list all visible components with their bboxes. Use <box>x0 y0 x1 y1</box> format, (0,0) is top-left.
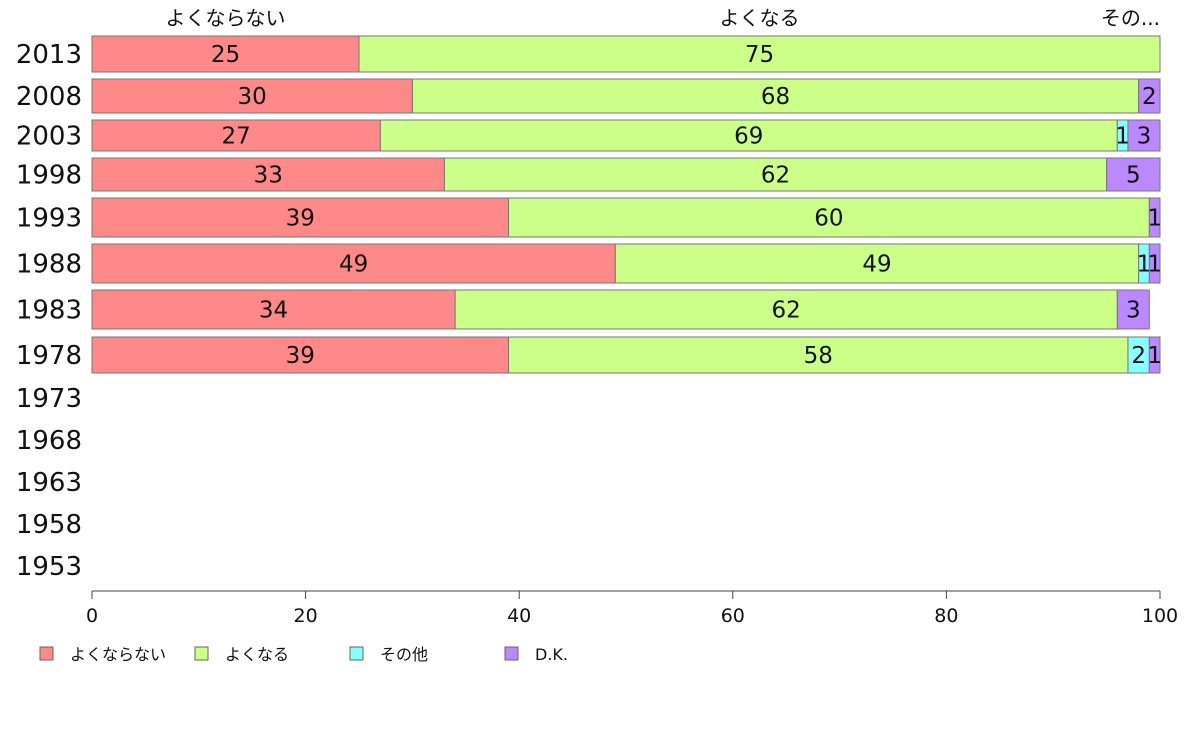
data-label: 39 <box>286 343 315 369</box>
bar-segment <box>91 289 456 330</box>
legend-swatch <box>349 646 364 661</box>
bar-segment <box>454 289 1118 330</box>
data-label: 62 <box>761 163 790 189</box>
year-labels: 2013 2008 2003 1998 1993 1988 1983 1978 1973 1968… <box>16 40 82 582</box>
x-tick-label: 40 <box>507 605 531 627</box>
x-tick-label: 60 <box>721 605 745 627</box>
data-label: 25 <box>211 42 240 68</box>
data-label: 69 <box>734 124 763 150</box>
year-label: 2003 <box>16 122 82 152</box>
data-label: 68 <box>761 84 790 110</box>
year-label: 1988 <box>16 250 82 280</box>
data-label: 1 <box>1115 124 1130 150</box>
bar-segment <box>1148 243 1161 284</box>
bar-segment <box>508 197 1150 238</box>
data-label: 1 <box>1147 252 1162 278</box>
legend-swatch <box>39 646 54 661</box>
bar-segment <box>358 35 1161 73</box>
data-label: 3 <box>1137 124 1152 150</box>
data-label: 2 <box>1142 84 1157 110</box>
bar-segment <box>1138 78 1161 114</box>
data-label: 2 <box>1131 343 1146 369</box>
x-tick-label: 80 <box>934 605 958 627</box>
bar-segment <box>379 119 1118 152</box>
data-label: 30 <box>238 84 267 110</box>
bar-segment <box>1116 289 1150 330</box>
year-label: 2008 <box>16 82 82 112</box>
x-tick-label: 20 <box>294 605 318 627</box>
x-tick-label: 100 <box>1142 605 1178 627</box>
bar-segment <box>91 35 360 73</box>
bar-segment <box>91 243 616 284</box>
bar-segment <box>1148 197 1161 238</box>
data-label: 5 <box>1126 163 1141 189</box>
data-label: 60 <box>814 206 843 232</box>
legend-swatch <box>504 646 519 661</box>
bar-segment <box>91 78 413 114</box>
bar-segment <box>1106 157 1161 192</box>
bar-segment <box>91 336 510 374</box>
legend-label: よくならない <box>70 645 166 664</box>
top-series-label: その... <box>1101 6 1160 30</box>
data-label: 33 <box>254 163 283 189</box>
top-series-label: よくなる <box>720 6 800 30</box>
year-label: 1998 <box>16 161 82 191</box>
data-label: 27 <box>222 124 251 150</box>
legend-label: D.K. <box>535 645 568 664</box>
bar-segment <box>443 157 1108 192</box>
bar-segment <box>91 197 510 238</box>
year-label: 1958 <box>16 510 82 540</box>
year-label: 1978 <box>16 341 82 371</box>
data-label: 49 <box>862 252 891 278</box>
data-label: 1 <box>1147 206 1162 232</box>
year-label: 1983 <box>16 296 82 326</box>
year-label: 1953 <box>16 552 82 582</box>
data-label: 49 <box>339 252 368 278</box>
top-series-label: よくならない <box>166 6 286 30</box>
bar-segment <box>91 157 445 192</box>
legend-label: その他 <box>380 645 428 664</box>
bar-segment <box>1148 336 1161 374</box>
data-label: 3 <box>1126 298 1141 324</box>
x-tick-label: 0 <box>86 605 98 627</box>
legend-label: よくなる <box>225 645 289 664</box>
top-series-labels: よくならない よくなる その... <box>166 6 1161 30</box>
year-label: 1963 <box>16 468 82 498</box>
bar-segment <box>91 119 381 152</box>
data-label: 39 <box>286 206 315 232</box>
data-label: 62 <box>772 298 801 324</box>
data-label: 34 <box>259 298 288 324</box>
data-label: 58 <box>804 343 833 369</box>
bar-segment <box>1127 119 1161 152</box>
bar-segment <box>614 243 1140 284</box>
x-axis: 0 20 40 60 80 100 <box>86 590 1178 627</box>
data-label: 75 <box>745 42 774 68</box>
bar-segment <box>411 78 1140 114</box>
data-label: 1 <box>1137 252 1152 278</box>
legend: よくならない よくなる その他 D.K. <box>39 645 568 664</box>
year-label: 1968 <box>16 426 82 456</box>
year-label: 1973 <box>16 384 82 414</box>
year-label: 2013 <box>16 40 82 70</box>
bar-segment <box>508 336 1129 374</box>
data-label: 1 <box>1147 343 1162 369</box>
year-label: 1993 <box>16 204 82 234</box>
legend-swatch <box>194 646 209 661</box>
